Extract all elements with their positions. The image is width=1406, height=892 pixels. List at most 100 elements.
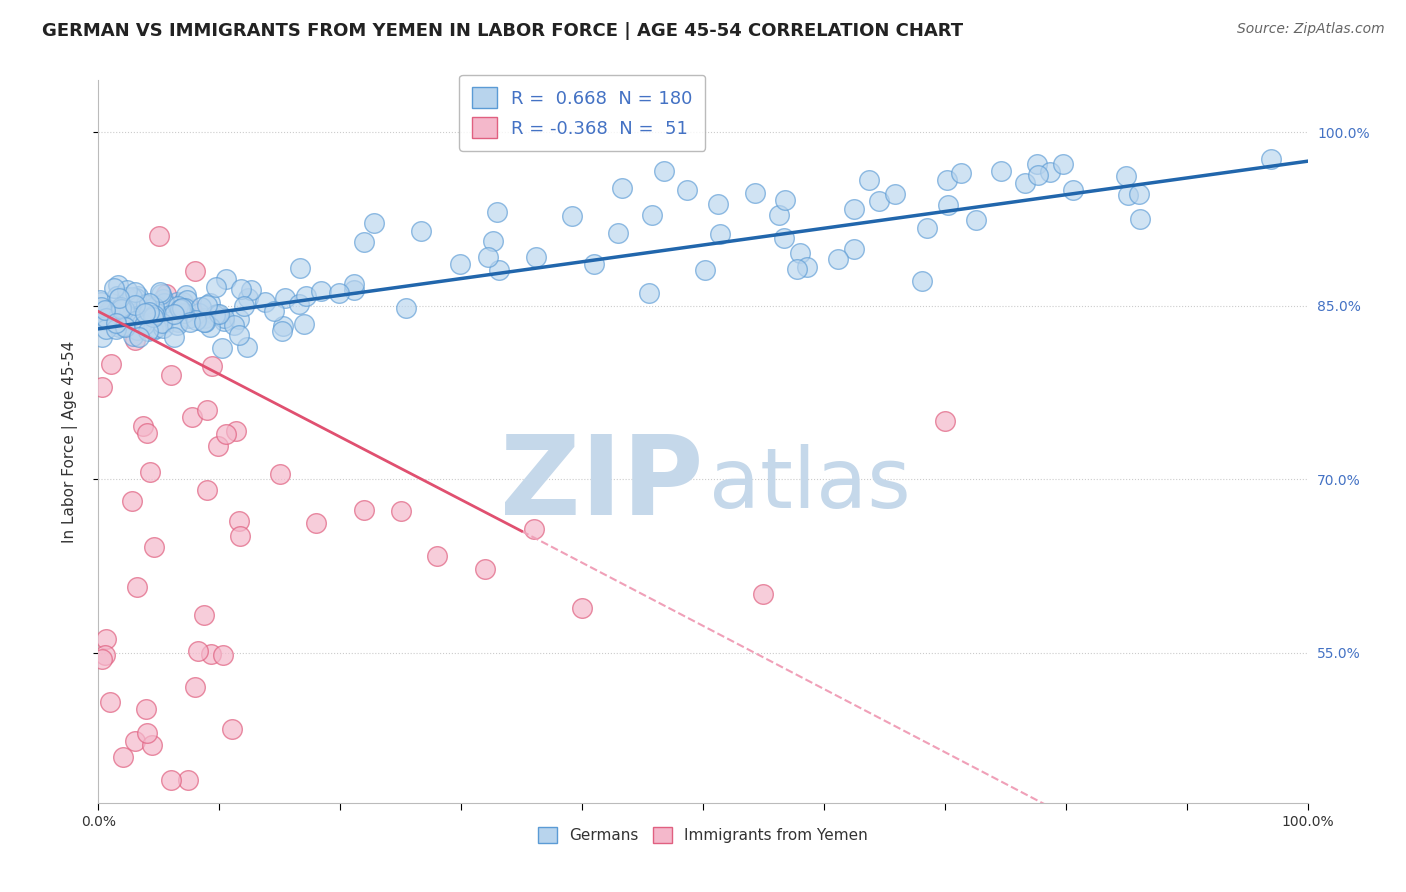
Point <box>91 310 114 325</box>
Point <box>91 309 114 323</box>
Point <box>134 298 156 312</box>
Point <box>128 315 150 329</box>
Point <box>135 702 157 716</box>
Point <box>523 522 546 536</box>
Point <box>240 284 263 298</box>
Point <box>232 299 254 313</box>
Point <box>91 652 114 666</box>
Point <box>768 208 790 222</box>
Point <box>90 310 112 324</box>
Point <box>121 493 143 508</box>
Point <box>1129 211 1152 226</box>
Point <box>148 317 170 331</box>
Point <box>127 580 149 594</box>
Point <box>125 300 148 314</box>
Point <box>773 231 796 245</box>
Point <box>343 277 366 292</box>
Point <box>124 734 146 748</box>
Point <box>169 302 191 317</box>
Point <box>134 306 156 320</box>
Point <box>138 296 160 310</box>
Point <box>198 320 221 334</box>
Point <box>796 260 818 274</box>
Point <box>524 250 547 264</box>
Point <box>105 321 128 335</box>
Point <box>166 295 188 310</box>
Point <box>193 607 215 622</box>
Point <box>89 293 111 307</box>
Point <box>173 306 195 320</box>
Point <box>170 301 193 315</box>
Point <box>228 514 250 528</box>
Point <box>426 549 449 563</box>
Point <box>131 297 153 311</box>
Point <box>135 296 157 310</box>
Point <box>287 297 309 311</box>
Point <box>143 308 166 322</box>
Point <box>205 306 228 320</box>
Point <box>152 293 174 307</box>
Point <box>195 483 218 498</box>
Point <box>212 313 235 327</box>
Text: ZIP: ZIP <box>499 432 703 539</box>
Point <box>94 313 117 327</box>
Point <box>152 321 174 335</box>
Point <box>786 261 808 276</box>
Point <box>915 221 938 235</box>
Point <box>295 289 318 303</box>
Point <box>94 632 117 646</box>
Point <box>128 329 150 343</box>
Point <box>676 183 699 197</box>
Point <box>90 295 112 310</box>
Point <box>949 166 972 180</box>
Point <box>965 212 987 227</box>
Point <box>148 229 170 244</box>
Point <box>181 410 204 425</box>
Point <box>135 425 157 440</box>
Point <box>180 301 202 316</box>
Point <box>166 318 188 332</box>
Point <box>179 315 201 329</box>
Point <box>201 359 224 374</box>
Point <box>583 257 606 271</box>
Point <box>184 680 207 694</box>
Point <box>1039 165 1062 179</box>
Point <box>160 368 183 382</box>
Point <box>610 181 633 195</box>
Point <box>132 419 155 434</box>
Point <box>111 749 134 764</box>
Point <box>228 311 250 326</box>
Point <box>142 323 165 337</box>
Point <box>1260 153 1282 167</box>
Point <box>271 318 294 333</box>
Point <box>561 209 583 223</box>
Point <box>709 227 731 241</box>
Point <box>1128 186 1150 201</box>
Point <box>211 341 233 355</box>
Point <box>744 186 766 200</box>
Point <box>96 322 118 336</box>
Point <box>641 208 664 222</box>
Point <box>127 289 149 303</box>
Point <box>228 528 250 542</box>
Point <box>105 316 128 330</box>
Point <box>166 315 188 329</box>
Point <box>146 299 169 313</box>
Point <box>176 293 198 307</box>
Point <box>1115 169 1137 183</box>
Point <box>152 309 174 323</box>
Point <box>91 380 114 394</box>
Point <box>117 293 139 307</box>
Point <box>395 301 418 315</box>
Point <box>172 295 194 310</box>
Point <box>695 262 717 277</box>
Point <box>174 301 197 316</box>
Point <box>174 288 197 302</box>
Point <box>228 327 250 342</box>
Point <box>571 601 593 615</box>
Point <box>389 503 412 517</box>
Point <box>1014 176 1036 190</box>
Point <box>150 317 173 331</box>
Point <box>112 318 135 333</box>
Point <box>207 439 229 453</box>
